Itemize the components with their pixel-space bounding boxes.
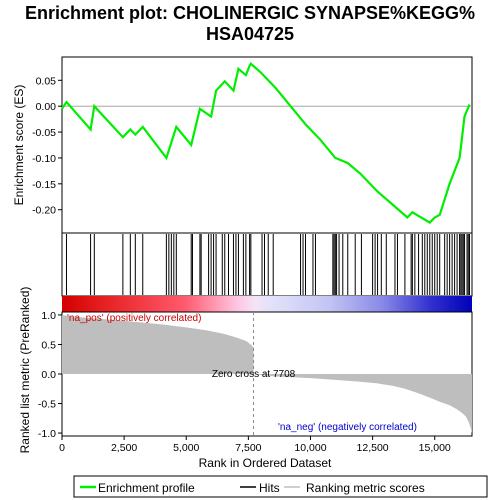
hits-panel-frame — [61, 232, 473, 297]
x-tick-label: 2,500 — [111, 442, 137, 454]
legend-item-profile: Enrichment profile — [98, 481, 195, 495]
x-tick-label: 7,500 — [235, 442, 261, 454]
chart-title-line1: Enrichment plot: CHOLINERGIC SYNAPSE%KEG… — [25, 3, 475, 23]
x-tick-label: 12,500 — [357, 442, 389, 454]
ranking-metric-area — [62, 315, 472, 433]
x-tick-label: 15,000 — [419, 442, 451, 454]
pos-correlated-label: 'na_pos' (positively correlated) — [67, 313, 201, 324]
es-y-tick-label: -0.05 — [32, 127, 56, 139]
es-y-tick-label: -0.10 — [32, 153, 56, 165]
metric-y-tick-label: -0.5 — [38, 399, 56, 411]
metric-y-ticks: 1.0 0.5 0.0 -0.5 -1.0 — [38, 310, 62, 440]
hit-markers — [65, 234, 471, 295]
enrichment-profile-line — [61, 61, 471, 224]
metric-y-axis-label: Ranked list metric (PreRanked) — [18, 287, 32, 454]
es-y-tick-label: 0.05 — [36, 75, 57, 87]
metric-y-tick-label: 1.0 — [41, 310, 56, 322]
es-y-tick-label: -0.20 — [32, 205, 56, 217]
neg-correlated-label: 'na_neg' (negatively correlated) — [278, 422, 417, 433]
metric-y-tick-label: 0.5 — [41, 339, 56, 351]
chart-title-line2: HSA04725 — [206, 24, 294, 44]
es-y-tick-label: -0.15 — [32, 179, 56, 191]
x-tick-label: 10,000 — [294, 442, 326, 454]
legend-box — [73, 475, 488, 498]
x-ticks: 0 2,500 5,000 7,500 10,000 12,500 15,000 — [59, 436, 451, 454]
legend-item-metric: Ranking metric scores — [306, 481, 425, 495]
es-y-tick-label: 0.00 — [36, 101, 57, 113]
x-tick-label: 0 — [59, 442, 65, 454]
es-y-ticks: 0.05 0.00 -0.05 -0.10 -0.15 -0.20 — [32, 75, 62, 217]
metric-y-tick-label: 0.0 — [41, 369, 56, 381]
metric-y-tick-label: -1.0 — [38, 428, 56, 440]
x-tick-label: 5,000 — [173, 442, 199, 454]
es-panel-frame — [61, 56, 473, 234]
zero-cross-label: Zero cross at 7708 — [212, 369, 296, 380]
legend-item-hits: Hits — [259, 481, 280, 495]
rank-color-bar — [62, 296, 472, 312]
x-axis-label: Rank in Ordered Dataset — [199, 456, 332, 470]
es-y-axis-label: Enrichment score (ES) — [12, 85, 26, 206]
